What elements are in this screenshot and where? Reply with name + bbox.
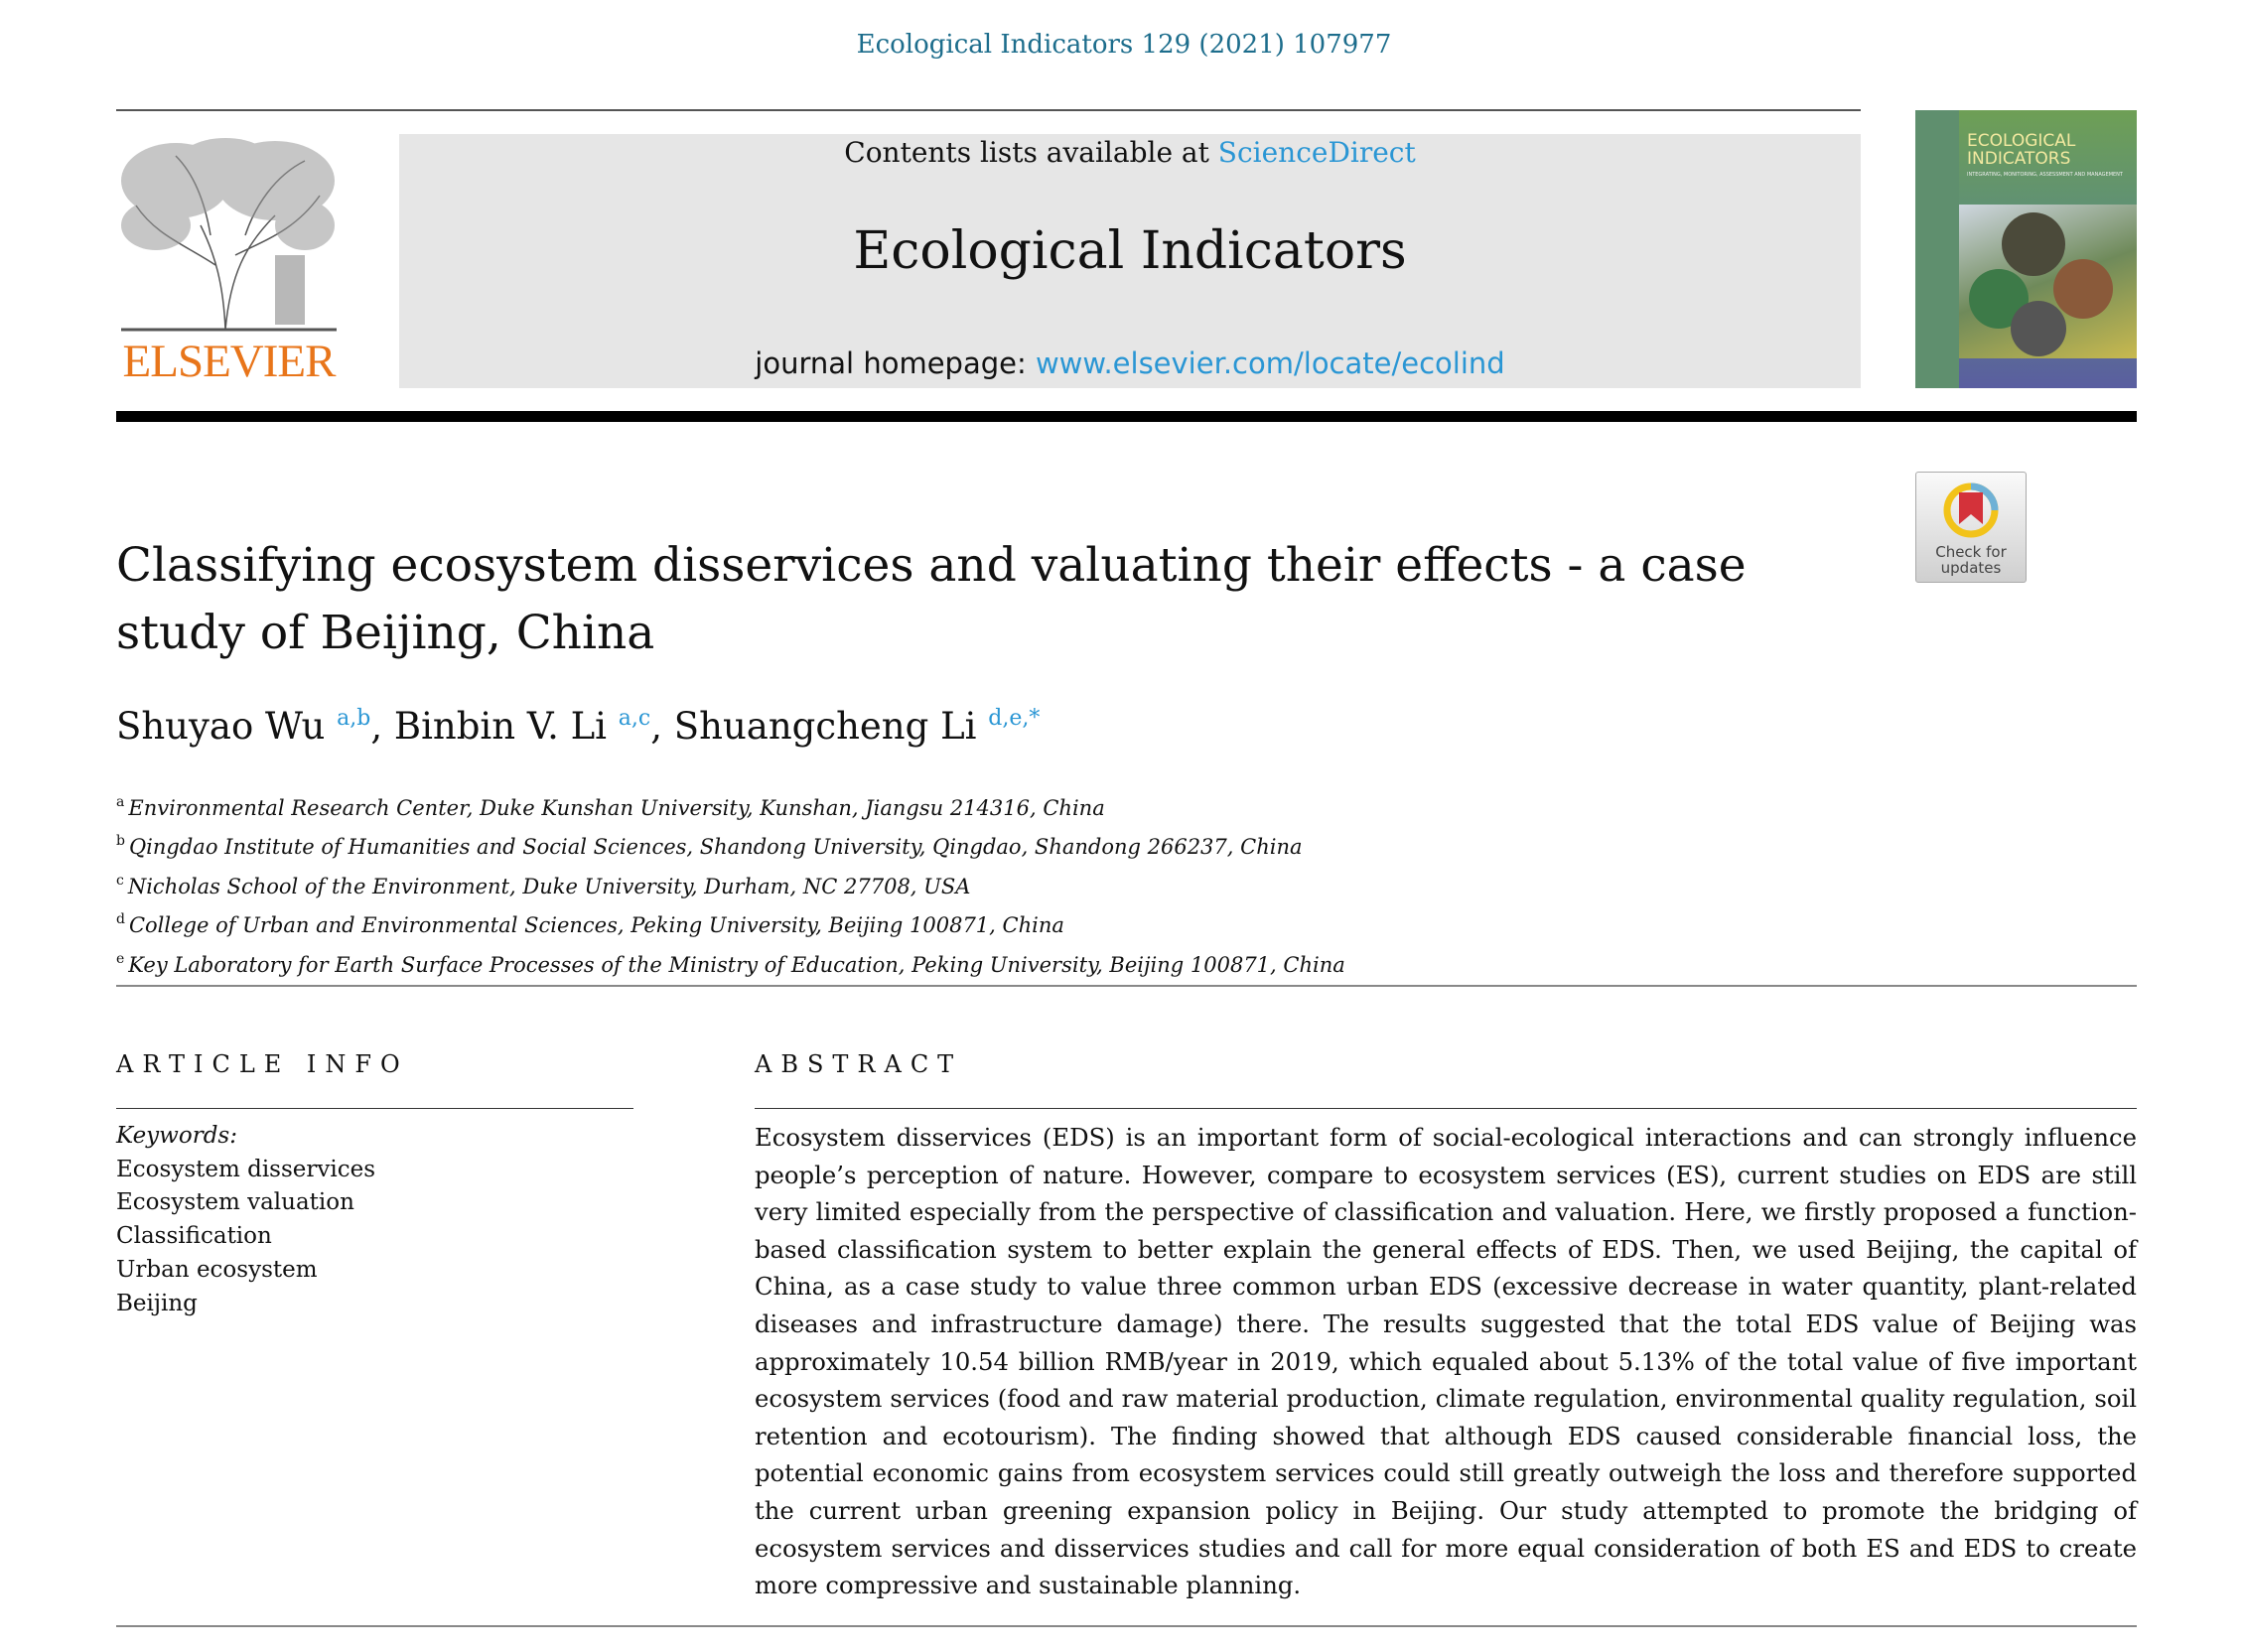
sciencedirect-link[interactable]: ScienceDirect bbox=[1217, 136, 1416, 169]
author-separator: , bbox=[650, 705, 674, 748]
elsevier-logo[interactable]: ELSEVIER bbox=[116, 136, 342, 388]
header-rule bbox=[116, 109, 1861, 111]
affiliation-text: Environmental Research Center, Duke Kuns… bbox=[128, 796, 1105, 820]
author-affiliation-marks[interactable]: a,c bbox=[618, 706, 651, 731]
affiliation-text: Key Laboratory for Earth Surface Process… bbox=[128, 952, 1345, 977]
author-name[interactable]: Shuangcheng Li bbox=[673, 705, 977, 748]
keyword-item: Ecosystem disservices bbox=[116, 1156, 376, 1182]
cover-subtitle: INTEGRATING, MONITORING, ASSESSMENT AND … bbox=[1967, 172, 2123, 178]
contents-prefix: Contents lists available at bbox=[844, 136, 1218, 169]
check-updates-icon bbox=[1943, 482, 1999, 538]
tree-icon bbox=[121, 138, 337, 332]
journal-cover-image[interactable]: ECOLOGICAL INDICATORS INTEGRATING, MONITO… bbox=[1915, 110, 2137, 388]
elsevier-wordmark: ELSEVIER bbox=[122, 336, 337, 387]
keyword-item: Classification bbox=[116, 1223, 272, 1250]
journal-banner: Contents lists available at ScienceDirec… bbox=[399, 134, 1861, 388]
affiliation-item: b Qingdao Institute of Humanities and Soc… bbox=[116, 825, 1345, 864]
keyword-item: Beijing bbox=[116, 1290, 198, 1316]
affiliation-mark: c bbox=[116, 872, 124, 889]
check-for-updates-button[interactable]: Check for updates bbox=[1915, 472, 2027, 583]
cover-spine bbox=[1915, 110, 1959, 388]
author-name[interactable]: Binbin V. Li bbox=[393, 705, 608, 748]
keywords-label: Keywords: bbox=[116, 1123, 237, 1149]
affiliation-text: Nicholas School of the Environment, Duke… bbox=[127, 874, 971, 898]
header-thick-rule bbox=[116, 411, 2137, 422]
author-affiliation-marks[interactable]: d,e,* bbox=[988, 706, 1041, 731]
affiliation-item: e Key Laboratory for Earth Surface Proces… bbox=[116, 943, 1345, 982]
affiliation-item: a Environmental Research Center, Duke Kun… bbox=[116, 786, 1345, 825]
article-info-heading: ARTICLE INFO bbox=[116, 1050, 409, 1078]
author-separator: , bbox=[370, 705, 394, 748]
abstract-text: Ecosystem disservices (EDS) is an import… bbox=[755, 1123, 2137, 1600]
affiliation-mark: a bbox=[116, 794, 125, 810]
contents-line: Contents lists available at ScienceDirec… bbox=[399, 136, 1861, 169]
abstract-rule bbox=[755, 1108, 2137, 1109]
abstract-heading: ABSTRACT bbox=[755, 1050, 963, 1078]
homepage-line: journal homepage: www.elsevier.com/locat… bbox=[399, 346, 1861, 380]
cover-photo bbox=[1959, 205, 2137, 358]
affiliation-item: d College of Urban and Environmental Scie… bbox=[116, 903, 1345, 942]
affiliation-mark: b bbox=[116, 833, 125, 850]
bottom-rule bbox=[116, 1625, 2137, 1627]
affiliation-text: College of Urban and Environmental Scien… bbox=[128, 913, 1064, 938]
keyword-item: Ecosystem valuation bbox=[116, 1189, 354, 1216]
homepage-prefix: journal homepage: bbox=[755, 346, 1036, 380]
author-name[interactable]: Shuyao Wu bbox=[116, 705, 326, 748]
author-affiliation-marks[interactable]: a,b bbox=[337, 706, 371, 731]
homepage-link[interactable]: www.elsevier.com/locate/ecolind bbox=[1035, 346, 1505, 380]
journal-citation-link[interactable]: Ecological Indicators 129 (2021) 107977 bbox=[856, 30, 1392, 60]
journal-title: Ecological Indicators bbox=[853, 221, 1407, 281]
affiliation-list: a Environmental Research Center, Duke Kun… bbox=[116, 786, 1345, 982]
cover-collage-icon bbox=[1969, 212, 2113, 356]
keyword-item: Urban ecosystem bbox=[116, 1256, 318, 1283]
check-updates-label: Check for updates bbox=[1935, 543, 2007, 577]
affiliation-text: Qingdao Institute of Humanities and Soci… bbox=[128, 835, 1303, 860]
article-info-rule bbox=[116, 1108, 633, 1109]
section-rule bbox=[116, 985, 2137, 987]
author-list: Shuyao Wu a,b, Binbin V. Li a,c, Shuangc… bbox=[116, 705, 1040, 748]
affiliation-mark: d bbox=[116, 911, 125, 928]
affiliation-mark: e bbox=[116, 950, 125, 967]
cover-title: ECOLOGICAL INDICATORS bbox=[1967, 131, 2076, 169]
keywords-list: Keywords: Ecosystem disservices Ecosyste… bbox=[116, 1120, 375, 1320]
affiliation-item: c Nicholas School of the Environment, Duk… bbox=[116, 865, 1345, 903]
article-title: Classifying ecosystem disservices and va… bbox=[116, 538, 1747, 660]
